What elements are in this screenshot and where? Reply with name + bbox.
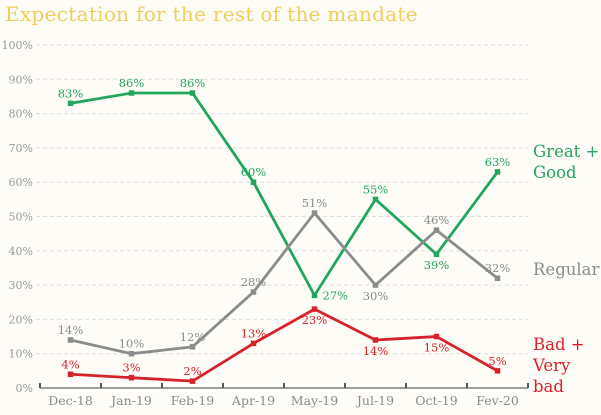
regular-data-label: 46% [424, 213, 450, 227]
y-tick-label: 0% [16, 382, 33, 395]
regular-point [372, 282, 379, 288]
x-tick-label: Fev-20 [476, 393, 519, 408]
regular-point [250, 289, 257, 295]
regular-data-label: 12% [180, 330, 206, 344]
legend-label-great-good: Great + Good [533, 142, 600, 182]
great-good-point [250, 179, 257, 185]
y-tick-label: 20% [9, 313, 33, 326]
regular-data-label: 10% [119, 337, 145, 351]
gridlines [36, 44, 528, 355]
y-tick-label: 100% [2, 39, 33, 52]
y-tick-label: 90% [9, 73, 33, 86]
regular-data-label: 32% [485, 261, 511, 275]
y-axis: 0% 10% 20% 30% 40% 50% 60% 70% 80% 90% 100% [2, 39, 33, 395]
regular-data-label: 51% [302, 196, 328, 210]
great-good-point [433, 251, 440, 257]
bad-very-bad-data-label: 2% [183, 364, 201, 378]
bad-very-bad-data-label: 13% [241, 326, 267, 340]
bad-very-bad-point [494, 368, 501, 374]
y-tick-label: 30% [9, 279, 33, 292]
bad-very-bad-point [311, 306, 318, 312]
series-great-good: 83% 86% 86% 60% 27% 55% 39% 63% [58, 76, 511, 302]
great-good-data-label: 86% [180, 76, 206, 90]
regular-data-label: 30% [363, 289, 389, 303]
x-tick-label: Dec-18 [48, 393, 93, 408]
great-good-data-label: 86% [119, 76, 145, 90]
great-good-point [372, 196, 379, 203]
x-tick-label: Feb-19 [171, 393, 215, 408]
chart-title: Expectation for the rest of the mandate [5, 2, 418, 26]
bad-very-bad-line [69, 307, 499, 383]
x-axis: Dec-18 Jan-19 Feb-19 Apr-19 May-19 Jul-19 Oct-… [39, 383, 529, 408]
bad-very-bad-data-label: 14% [363, 344, 389, 358]
great-good-line [69, 91, 499, 297]
regular-line [69, 211, 499, 356]
great-good-point [189, 90, 196, 96]
bad-very-bad-point [372, 337, 379, 343]
great-good-data-label: 39% [424, 258, 450, 272]
x-tick-label: May-19 [291, 393, 338, 408]
y-tick-label: 60% [9, 176, 33, 189]
regular-point [128, 350, 135, 357]
x-tick-label: Jul-19 [355, 393, 394, 408]
bad-very-bad-data-label: 5% [488, 354, 506, 368]
bad-very-bad-point [189, 378, 196, 384]
y-tick-label: 10% [9, 348, 33, 361]
great-good-data-label: 60% [241, 165, 267, 179]
x-tick-label: Jan-19 [109, 393, 152, 408]
bad-very-bad-point [433, 333, 440, 340]
regular-data-label: 28% [241, 275, 267, 289]
legend-label-regular: Regular [533, 260, 600, 279]
x-tick-label: Oct-19 [415, 393, 457, 408]
y-tick-label: 80% [9, 108, 33, 121]
regular-point [189, 344, 196, 350]
x-tick-label: Apr-19 [231, 393, 275, 408]
regular-point [494, 275, 501, 281]
regular-data-label: 14% [58, 323, 84, 337]
great-good-data-label: 55% [363, 182, 389, 196]
great-good-data-label: 63% [485, 155, 511, 169]
y-tick-label: 50% [9, 211, 33, 224]
series-regular: 14% 10% 12% 28% 51% 30% 46% 32% [58, 196, 511, 357]
regular-point [311, 210, 318, 216]
series-bad-very-bad: 4% 3% 2% 13% 23% 14% 15% 5% [61, 306, 507, 384]
regular-point [433, 227, 440, 233]
bad-very-bad-data-label: 4% [61, 357, 79, 371]
great-good-point [311, 292, 318, 299]
bad-very-bad-point [128, 374, 135, 381]
great-good-point [494, 169, 501, 175]
legend-label-bad-verybad: Bad + Very bad [533, 335, 585, 396]
bad-very-bad-point [67, 371, 74, 378]
bad-very-bad-point [250, 340, 257, 347]
great-good-point [128, 90, 135, 96]
great-good-point [67, 100, 74, 107]
great-good-data-label: 27% [323, 288, 349, 302]
bad-very-bad-data-label: 23% [302, 313, 328, 327]
y-tick-label: 40% [9, 245, 33, 258]
bad-very-bad-data-label: 3% [122, 361, 140, 375]
y-tick-label: 70% [9, 142, 33, 155]
bad-very-bad-data-label: 15% [424, 341, 450, 355]
regular-point [67, 337, 74, 343]
great-good-data-label: 83% [58, 86, 84, 100]
